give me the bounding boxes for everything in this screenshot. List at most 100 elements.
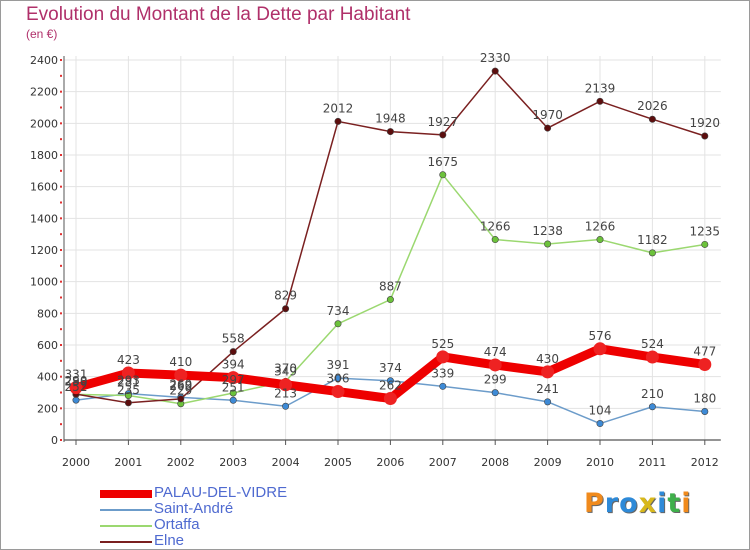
data-label-0: 394 xyxy=(222,358,245,372)
data-point-0 xyxy=(331,385,345,399)
y-tick-label: 1600 xyxy=(30,181,58,194)
data-label-2: 297 xyxy=(222,373,245,387)
y-minor-tick xyxy=(60,296,62,299)
data-point-2 xyxy=(544,240,552,248)
data-label-1: 293 xyxy=(117,374,140,388)
data-label-3: 260 xyxy=(169,379,192,393)
x-tick-label: 2007 xyxy=(429,456,457,469)
y-minor-tick xyxy=(60,312,62,315)
data-point-3 xyxy=(282,305,290,313)
data-point-3 xyxy=(701,132,709,140)
data-point-3 xyxy=(229,348,237,356)
chart-title: Evolution du Montant de la Dette par Hab… xyxy=(26,4,411,25)
x-tick-label: 2010 xyxy=(586,456,614,469)
data-label-2: 887 xyxy=(379,280,402,294)
data-point-1 xyxy=(491,389,499,397)
x-tick-label: 2012 xyxy=(691,456,719,469)
y-minor-tick xyxy=(60,74,62,77)
y-tick-label: 1800 xyxy=(30,149,58,162)
y-minor-tick xyxy=(60,233,62,236)
proxiti-logo: Proxiti xyxy=(584,488,692,519)
data-label-1: 213 xyxy=(274,386,297,400)
data-point-2 xyxy=(648,249,656,257)
data-label-2: 281 xyxy=(117,376,140,390)
data-label-1: 269 xyxy=(169,377,192,391)
data-label-2: 370 xyxy=(274,361,297,375)
data-point-1 xyxy=(439,382,447,390)
data-point-2 xyxy=(701,240,709,248)
legend-swatch-saint-andre xyxy=(100,509,152,511)
data-label-2: 288 xyxy=(65,374,88,388)
data-point-1 xyxy=(648,403,656,411)
data-label-0: 477 xyxy=(693,344,716,358)
data-label-1: 180 xyxy=(693,392,716,406)
data-label-0: 525 xyxy=(431,337,454,351)
data-label-3: 558 xyxy=(222,332,245,346)
logo-letter: o xyxy=(619,488,639,519)
data-point-0 xyxy=(121,366,135,380)
data-point-3 xyxy=(386,128,394,136)
data-label-2: 229 xyxy=(169,384,192,398)
data-point-2 xyxy=(439,171,447,179)
data-label-3: 235 xyxy=(117,383,140,397)
x-tick-label: 2006 xyxy=(376,456,404,469)
data-label-0: 262 xyxy=(379,379,402,393)
legend-item-elne: Elne xyxy=(100,533,360,549)
data-point-3 xyxy=(177,395,185,403)
y-minor-tick xyxy=(60,359,62,362)
proxiti-logo-text: Proxiti xyxy=(584,488,692,519)
y-tick-label: 400 xyxy=(37,371,58,384)
data-label-0: 474 xyxy=(484,345,507,359)
x-tick-label: 2004 xyxy=(272,456,300,469)
y-minor-tick xyxy=(60,423,62,426)
data-point-1 xyxy=(596,420,604,428)
y-tick-label: 800 xyxy=(37,307,58,320)
legend-swatch-palau xyxy=(100,490,152,498)
y-minor-tick xyxy=(60,391,62,394)
data-point-2 xyxy=(334,320,342,328)
data-label-2: 1675 xyxy=(428,155,459,169)
data-point-0 xyxy=(436,350,450,364)
data-label-0: 423 xyxy=(117,353,140,367)
legend-label-elne: Elne xyxy=(154,532,185,549)
y-minor-tick xyxy=(60,280,62,283)
legend-label-palau: PALAU-DEL-VIDRE xyxy=(154,484,288,501)
y-tick-label: 1000 xyxy=(30,276,58,289)
axis-layer: 0 200 400 600 800 1000 1200 1400 1600 1800 2000 220… xyxy=(30,54,721,469)
y-minor-tick xyxy=(60,439,62,441)
data-label-layer: 331 423 410 394 349 306 262 525 474 430 576 524 477 2… xyxy=(65,51,721,417)
data-label-2: 1182 xyxy=(637,233,668,247)
y-minor-tick xyxy=(60,407,62,410)
y-minor-tick xyxy=(60,217,62,220)
data-label-3: 2026 xyxy=(637,99,668,113)
data-point-3 xyxy=(439,131,447,139)
data-point-0 xyxy=(69,381,83,395)
y-tick-label: 200 xyxy=(37,402,58,415)
x-tick-label: 2011 xyxy=(638,456,666,469)
data-label-1: 299 xyxy=(484,373,507,387)
data-point-1 xyxy=(544,398,552,406)
data-label-1: 374 xyxy=(379,361,402,375)
data-point-3 xyxy=(334,117,342,125)
data-label-1: 241 xyxy=(536,382,559,396)
legend-label-ortaffa: Ortaffa xyxy=(154,516,200,533)
y-minor-tick xyxy=(60,328,62,331)
logo-letter: i xyxy=(681,488,692,519)
logo-letter: t xyxy=(667,488,682,519)
logo-letter: P xyxy=(584,488,605,519)
data-point-2 xyxy=(386,296,394,304)
data-point-1 xyxy=(386,377,394,385)
data-label-3: 1970 xyxy=(532,108,563,122)
legend-swatch-elne xyxy=(100,541,152,543)
data-label-2: 1266 xyxy=(585,220,616,234)
data-label-0: 410 xyxy=(169,355,192,369)
data-point-3 xyxy=(491,67,499,75)
data-label-1: 252 xyxy=(65,380,88,394)
data-label-3: 290 xyxy=(65,374,88,388)
data-point-1 xyxy=(701,407,709,415)
y-minor-tick xyxy=(60,375,62,378)
y-tick-label: 1200 xyxy=(30,244,58,257)
data-label-1: 339 xyxy=(431,366,454,380)
data-point-3 xyxy=(124,399,132,407)
x-tick-label: 2002 xyxy=(167,456,195,469)
